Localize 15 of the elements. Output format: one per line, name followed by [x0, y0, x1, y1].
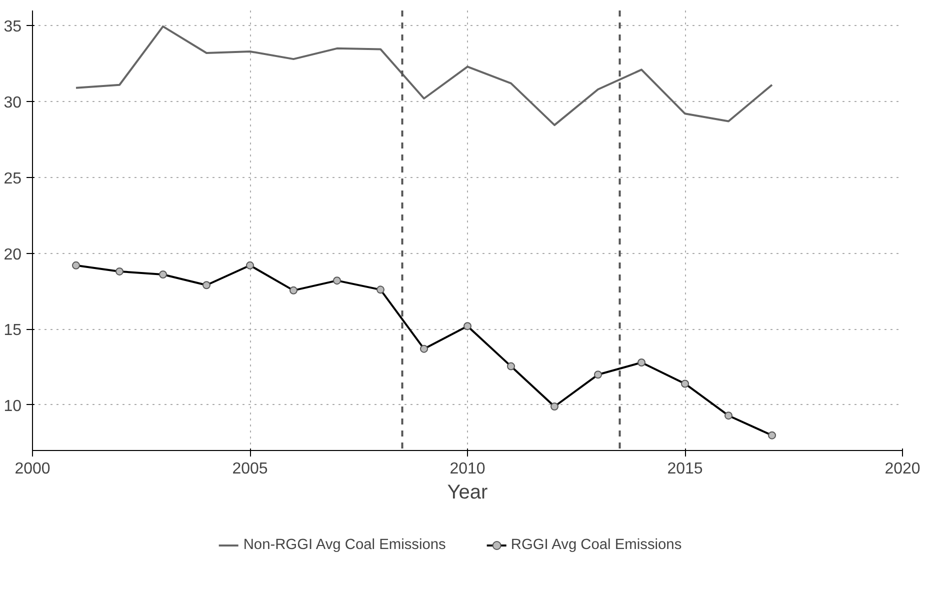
x-tick-label: 2015 — [667, 460, 703, 478]
x-axis-title: Year — [447, 482, 488, 504]
line-series — [75, 25, 773, 126]
y-tick-label: 35 — [4, 18, 22, 36]
x-tick-label: 2020 — [884, 460, 920, 478]
legend-label: RGGI Avg Coal Emissions — [510, 537, 682, 553]
y-tick-label: 20 — [4, 246, 22, 264]
x-tick-label: 2010 — [450, 460, 486, 478]
y-tick-label: 30 — [4, 94, 22, 112]
legend-label: Non-RGGI Avg Coal Emissions — [243, 537, 446, 553]
y-tick-label: 25 — [4, 170, 22, 188]
y-tick-label: 15 — [4, 322, 22, 340]
x-tick-label: 2005 — [232, 460, 268, 478]
y-tick-label: 10 — [4, 398, 22, 415]
x-tick-label: 2000 — [14, 460, 50, 478]
